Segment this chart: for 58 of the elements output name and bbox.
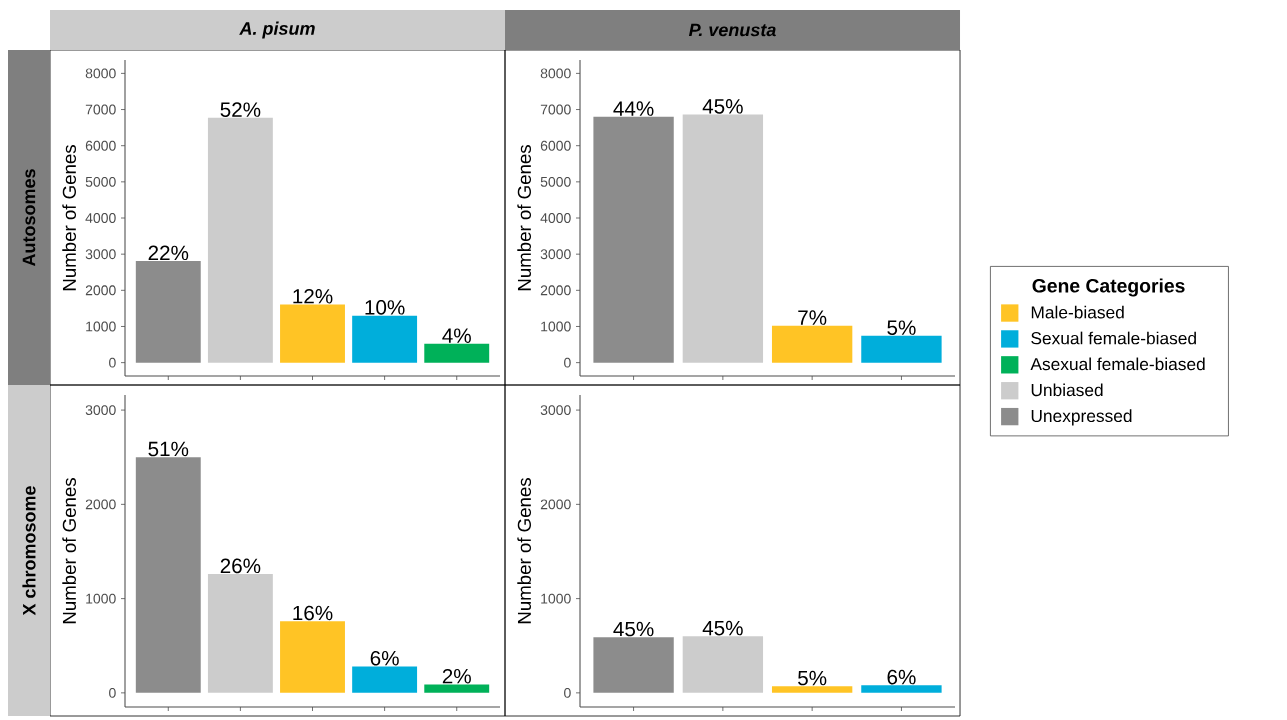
y-tick-label: 0: [109, 357, 116, 368]
y-axis-title: Number of Genes: [517, 477, 531, 624]
y-tick-label: 0: [564, 687, 571, 698]
y-tick-label: 1000: [541, 321, 571, 332]
annotation: 5%: [798, 670, 827, 686]
y-tick-label: 4000: [540, 212, 571, 223]
annotation: 26%: [220, 558, 261, 574]
y-axis-title: Number of Genes: [517, 144, 531, 291]
y-axis-title: Number of Genes: [62, 477, 76, 624]
y-tick-label: 2000: [85, 285, 116, 296]
y-tick-label: 3000: [540, 405, 571, 415]
y-tick-label: 0: [109, 687, 116, 698]
annotation: 7%: [798, 310, 827, 325]
annotation: 10%: [365, 299, 405, 315]
annotation: 45%: [702, 99, 743, 114]
annotation: 4%: [442, 328, 471, 343]
y-tick-label: 8000: [85, 68, 116, 79]
y-tick-label: 1000: [86, 593, 116, 604]
y-tick-label: 6000: [85, 140, 116, 151]
legend-label: Unbiased: [1031, 383, 1103, 397]
legend-label: Male-biased: [1031, 305, 1124, 319]
annotation: 22%: [148, 245, 189, 261]
legend-label: Asexual female-biased: [1030, 357, 1205, 371]
annotation: 6%: [887, 669, 916, 685]
y-tick-label: 3000: [85, 405, 116, 415]
annotation: 45%: [613, 621, 654, 637]
annotation: 2%: [442, 668, 471, 684]
y-tick-label: 2000: [540, 285, 571, 296]
y-tick-label: 2000: [540, 499, 571, 510]
chart-title: A. pisum: [239, 21, 315, 39]
y-axis-title: Number of Genes: [62, 144, 76, 291]
y-tick-label: 6000: [540, 140, 571, 151]
annotation: 51%: [148, 441, 189, 457]
text: X chromosome: [22, 486, 36, 616]
text: Autosomes: [22, 169, 36, 266]
annotation: 44%: [613, 101, 654, 116]
annotation: 12%: [293, 288, 333, 304]
y-tick-label: 7000: [540, 104, 571, 115]
y-tick-label: 2000: [85, 499, 116, 510]
annotation: 45%: [702, 620, 743, 636]
y-tick-label: 3000: [540, 249, 571, 260]
legend-label: Unexpressed: [1031, 409, 1132, 426]
annotation: 16%: [293, 605, 333, 621]
legend-label: Sexual female-biased: [1031, 331, 1196, 345]
y-tick-label: 1000: [86, 321, 116, 332]
y-tick-label: 0: [564, 357, 571, 368]
legend-title: Gene Categories: [1032, 278, 1185, 297]
y-tick-label: 4000: [85, 212, 116, 223]
y-tick-label: 1000: [541, 593, 571, 604]
y-tick-label: 8000: [540, 68, 571, 79]
chart-title: P. venusta: [688, 23, 776, 37]
y-tick-label: 5000: [540, 176, 571, 187]
annotation: 6%: [370, 650, 399, 666]
y-tick-label: 5000: [85, 176, 116, 187]
y-tick-label: 7000: [85, 104, 116, 115]
y-tick-label: 3000: [85, 249, 116, 260]
annotation: 52%: [220, 102, 261, 117]
annotation: 5%: [887, 320, 916, 335]
